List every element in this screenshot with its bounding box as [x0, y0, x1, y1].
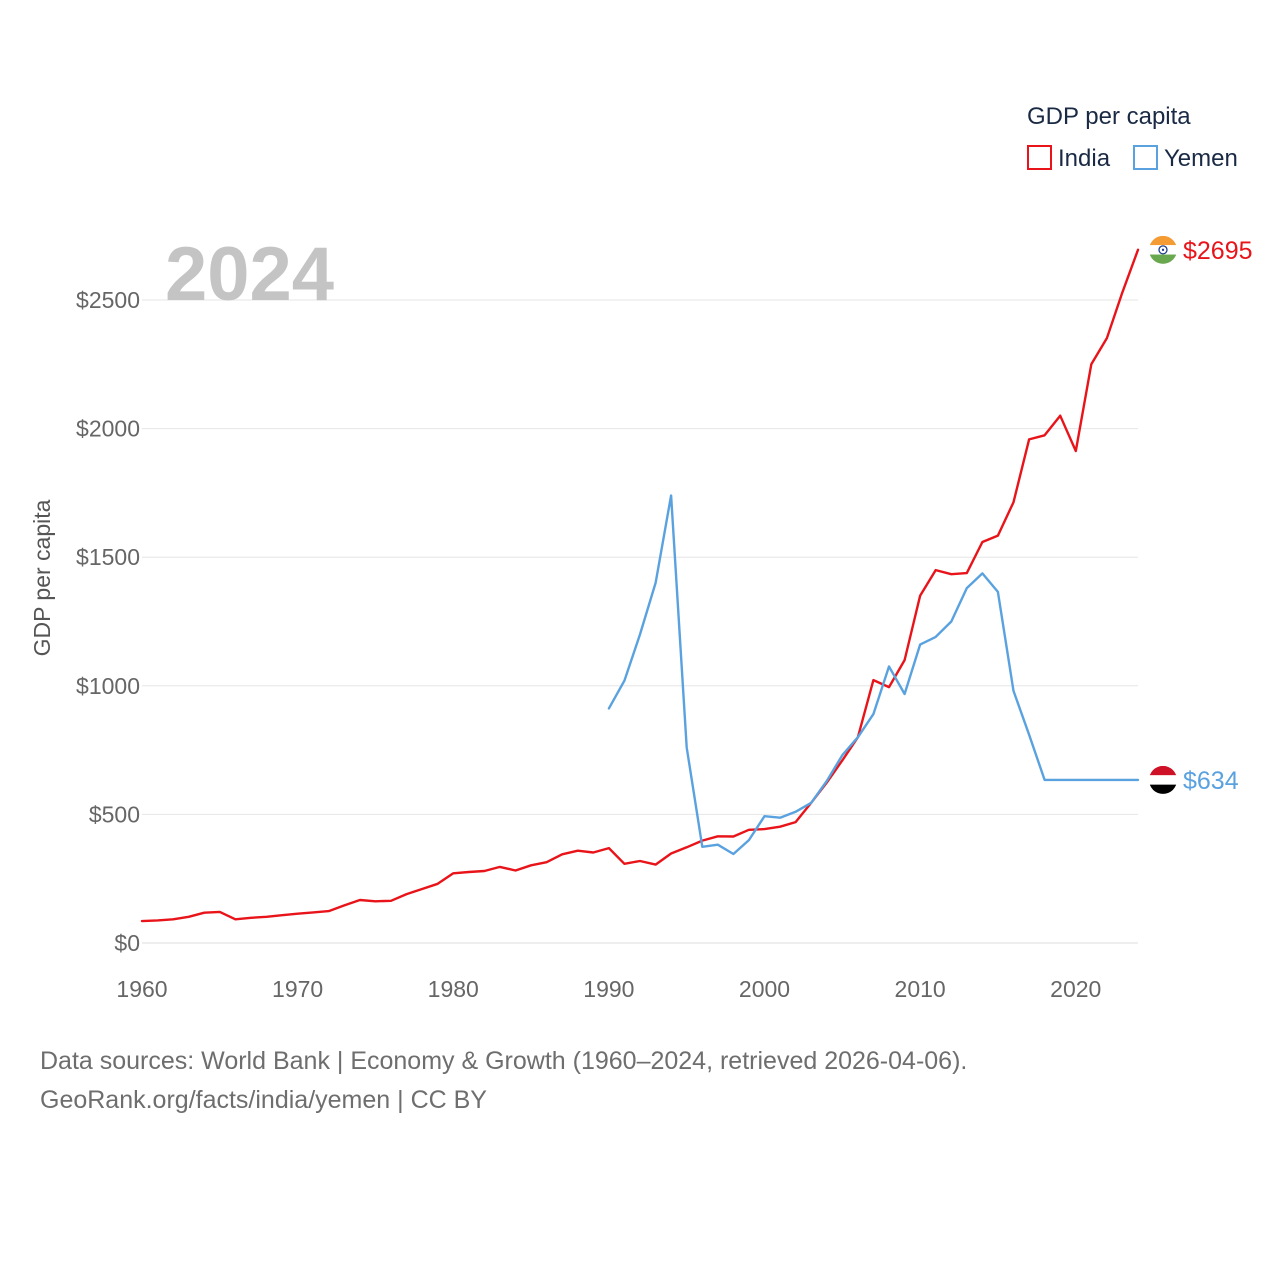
end-marker-yemen: $634	[1149, 765, 1239, 795]
legend-label-yemen: Yemen	[1164, 145, 1238, 172]
y-tick-label: $1500	[76, 544, 140, 570]
y-tick-label: $500	[89, 801, 140, 827]
x-tick-label: 2020	[1050, 976, 1101, 1002]
legend-label-india: India	[1058, 145, 1111, 172]
legend: GDP per capita India Yemen	[1027, 103, 1238, 172]
legend-swatch-yemen	[1133, 145, 1158, 170]
series-line-india	[140, 248, 1140, 923]
footer: Data sources: World Bank | Economy & Gro…	[40, 1042, 967, 1120]
gridlines	[142, 299, 1138, 944]
end-label-india: $2695	[1183, 237, 1253, 265]
x-tick-label: 1990	[583, 976, 634, 1002]
y-tick-label: $2000	[76, 416, 140, 442]
india-flag-icon	[1149, 235, 1177, 264]
end-label-yemen: $634	[1183, 767, 1239, 795]
y-axis-title: GDP per capita	[29, 499, 55, 656]
legend-swatch-india	[1027, 145, 1052, 170]
yemen-flag-icon	[1149, 765, 1177, 794]
x-tick-label: 2000	[739, 976, 790, 1002]
series-layer	[140, 248, 1140, 923]
y-tick-label: $2500	[76, 287, 140, 313]
x-tick-label: 1970	[272, 976, 323, 1002]
y-tick-label: $1000	[76, 673, 140, 699]
y-axis: $0 $500 $1000 $1500 $2000 $2500	[76, 287, 140, 956]
series-line-yemen	[607, 494, 1140, 856]
x-axis: 1960 1970 1980 1990 2000 2010 2020	[116, 976, 1101, 1002]
y-tick-label: $0	[114, 930, 140, 956]
legend-title: GDP per capita	[1027, 103, 1191, 130]
attribution-text: GeoRank.org/facts/india/yemen | CC BY	[40, 1086, 487, 1114]
chart: $0$500$1000$1500$2000$2500 1960 1970 1980 1…	[29, 103, 1253, 1002]
x-tick-label: 2010	[895, 976, 946, 1002]
x-tick-label: 1960	[116, 976, 167, 1002]
end-marker-india: $2695	[1149, 235, 1253, 265]
x-tick-label: 1980	[428, 976, 479, 1002]
year-label: 2024	[165, 232, 334, 317]
data-source-text: Data sources: World Bank | Economy & Gro…	[40, 1047, 968, 1075]
